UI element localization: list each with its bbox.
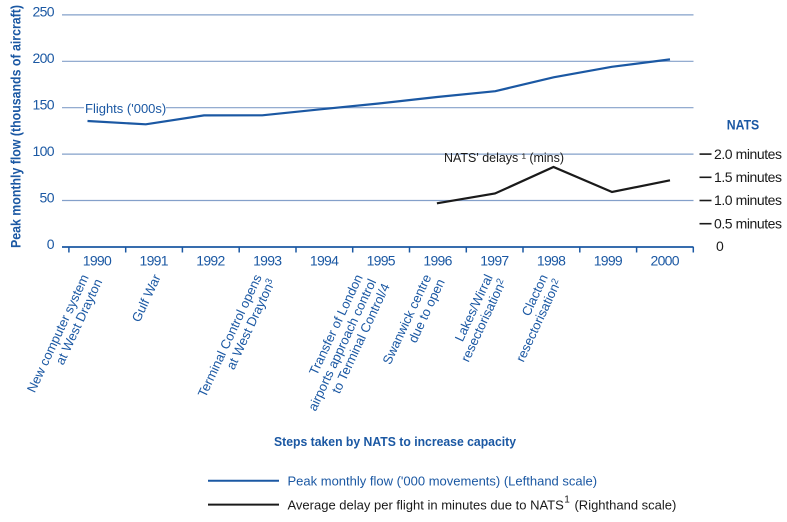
svg-text:1994: 1994 [310,253,339,269]
svg-text:1997: 1997 [480,253,509,269]
svg-text:NATS: NATS [727,116,760,132]
svg-text:1996: 1996 [423,253,452,269]
svg-text:Steps taken by NATS to increas: Steps taken by NATS to increase capacity [274,434,517,449]
svg-text:0: 0 [716,238,724,254]
svg-text:150: 150 [33,97,55,113]
svg-text:1998: 1998 [537,253,566,269]
svg-text:Peak monthly flow ('000 moveme: Peak monthly flow ('000 movements) (Left… [288,474,598,489]
svg-text:200: 200 [33,50,55,66]
svg-text:2000: 2000 [651,253,680,269]
svg-text:1.5 minutes: 1.5 minutes [714,169,782,185]
svg-text:Flights ('000s): Flights ('000s) [85,101,166,116]
svg-text:1993: 1993 [253,253,282,269]
svg-text:Average delay per flight in mi: Average delay per flight in minutes due … [288,494,677,512]
svg-text:1.0 minutes: 1.0 minutes [714,192,782,208]
svg-text:2.0 minutes: 2.0 minutes [714,146,782,162]
svg-text:0: 0 [47,236,55,252]
svg-text:1995: 1995 [367,253,396,269]
svg-text:1991: 1991 [140,253,169,269]
svg-text:0.5 minutes: 0.5 minutes [714,215,782,231]
svg-text:1990: 1990 [83,253,112,269]
svg-text:1992: 1992 [196,253,225,269]
svg-text:Peak monthly flow (thousands o: Peak monthly flow (thousands of aircraft… [9,5,24,248]
svg-text:100: 100 [33,143,55,159]
svg-text:50: 50 [40,189,55,205]
svg-text:1999: 1999 [594,253,623,269]
svg-text:250: 250 [33,4,55,20]
svg-text:NATS' delays ¹ (mins): NATS' delays ¹ (mins) [444,150,564,165]
